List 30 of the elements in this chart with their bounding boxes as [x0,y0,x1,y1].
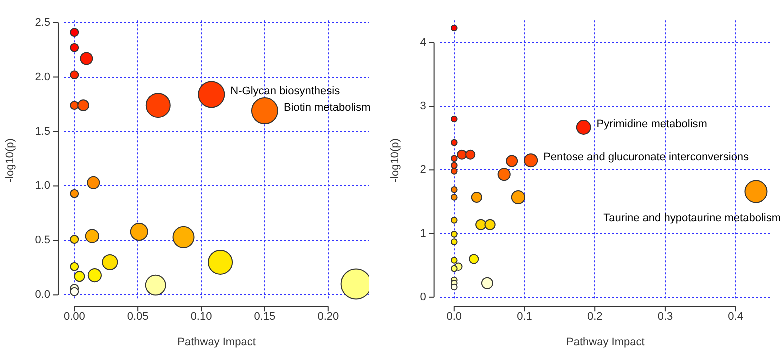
annotation: Pyrimidine metabolism [596,118,708,131]
x-tick-label: 0.00 [64,311,86,324]
x-axis-title: Pathway Impact [566,336,645,348]
y-axis-title: -log10(p) [390,138,402,183]
annotation: Biotin metabolism [284,102,371,114]
annotation: Pentose and glucuronate interconversions [544,152,750,164]
y-tick-label: 2.0 [35,71,50,84]
y-tick-label: 3 [420,100,426,113]
y-tick-label: 1.0 [35,180,50,192]
y-tick-label: 0 [420,291,426,304]
y-tick-label: 1.5 [35,126,50,138]
annotation: N-Glycan biosynthesis [230,86,341,98]
annotation: Taurine and hypotaurine metabolism [604,212,781,224]
x-axis-title: Pathway Impact [178,336,256,348]
y-axis-title: -log10(p) [4,138,17,183]
x-tick-label: 0.05 [127,311,149,324]
y-tick-label: 0.0 [35,289,50,302]
x-tick-label: 0.0 [446,311,462,324]
y-tick-label: 1 [420,228,426,240]
x-tick-label: 0.15 [254,311,276,324]
y-tick-label: 2 [420,164,426,176]
x-tick-label: 0.3 [658,311,674,324]
x-tick-label: 0.1 [517,311,532,324]
x-tick-label: 0.20 [318,311,340,324]
y-tick-label: 2.5 [35,16,50,29]
x-tick-label: 0.4 [728,311,744,324]
y-tick-label: 4 [420,36,426,49]
x-tick-label: 0.2 [587,311,603,324]
x-tick-label: 0.10 [190,311,212,324]
y-tick-label: 0.5 [35,234,50,247]
